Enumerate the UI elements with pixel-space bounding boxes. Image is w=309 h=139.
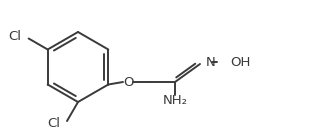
Text: Cl: Cl — [47, 117, 60, 130]
Text: OH: OH — [230, 55, 250, 69]
Text: Cl: Cl — [9, 30, 22, 43]
Text: NH₂: NH₂ — [163, 95, 188, 107]
Text: O: O — [123, 75, 133, 89]
Text: N: N — [206, 55, 216, 69]
